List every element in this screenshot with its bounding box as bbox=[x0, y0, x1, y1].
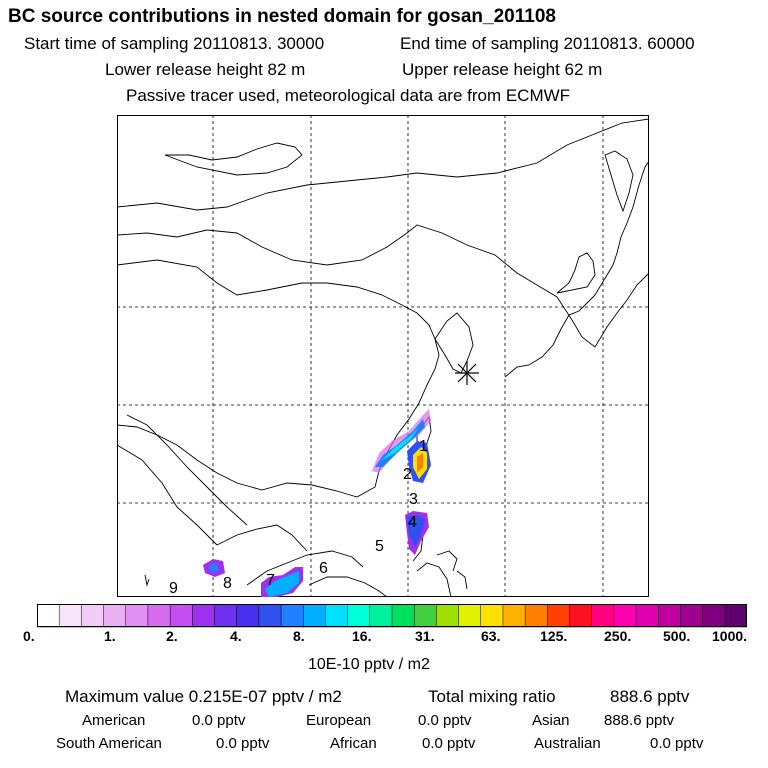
total-mixing-value: 888.6 pptv bbox=[610, 687, 690, 706]
colorbar-cell bbox=[458, 604, 482, 628]
colorbar-tick-7: 63. bbox=[481, 628, 501, 644]
colorbar-tick-6: 31. bbox=[415, 628, 435, 644]
tracer-note: Passive tracer used, meteorological data… bbox=[126, 86, 571, 105]
colorbar-tick-1: 1. bbox=[104, 628, 116, 644]
colorbar-cell bbox=[547, 604, 571, 628]
african-label: African bbox=[330, 735, 377, 752]
colorbar-cell bbox=[37, 604, 60, 628]
end-time: End time of sampling 20110813. 60000 bbox=[400, 34, 695, 53]
colorbar-tick-10: 500. bbox=[663, 628, 691, 644]
colorbar-cell bbox=[502, 604, 526, 628]
colorbar-cell bbox=[147, 604, 171, 628]
start-time: Start time of sampling 20110813. 30000 bbox=[24, 34, 325, 53]
map-panel: 1 2 3 4 5 6 7 8 9 bbox=[117, 115, 649, 597]
colorbar-cell bbox=[635, 604, 659, 628]
region-label-6: 6 bbox=[319, 560, 328, 577]
region-label-9: 9 bbox=[169, 580, 178, 597]
gosan-station-marker bbox=[455, 361, 479, 385]
region-label-3: 3 bbox=[409, 491, 418, 508]
colorbar-cell bbox=[724, 604, 747, 628]
colorbar-cell bbox=[192, 604, 216, 628]
region-label-4: 4 bbox=[408, 514, 417, 531]
colorbar-tick-8: 125. bbox=[540, 628, 568, 644]
lower-release-height: Lower release height 82 m bbox=[105, 60, 306, 79]
concentration-field bbox=[203, 409, 431, 597]
african-value: 0.0 pptv bbox=[422, 735, 476, 752]
colorbar bbox=[37, 604, 747, 628]
colorbar-cell bbox=[214, 604, 238, 628]
colorbar-tick-9: 250. bbox=[604, 628, 632, 644]
colorbar-tick-3: 4. bbox=[230, 628, 242, 644]
colorbar-cell bbox=[524, 604, 549, 628]
asian-label: Asian bbox=[532, 712, 570, 729]
colorbar-cell bbox=[103, 604, 127, 628]
colorbar-cell bbox=[680, 604, 704, 628]
plot-title: BC source contributions in nested domain… bbox=[8, 6, 556, 27]
max-value: Maximum value 0.215E-07 pptv / m2 bbox=[65, 687, 342, 706]
colorbar-cell bbox=[303, 604, 327, 628]
colorbar-cell bbox=[391, 604, 415, 628]
american-label: American bbox=[82, 712, 146, 729]
region-label-1: 1 bbox=[419, 438, 428, 455]
asian-value: 888.6 pptv bbox=[604, 712, 675, 729]
region-label-8: 8 bbox=[223, 575, 232, 592]
colorbar-cell bbox=[258, 604, 282, 628]
colorbar-cell bbox=[591, 604, 615, 628]
colorbar-tick-4: 8. bbox=[293, 628, 305, 644]
colorbar-cell bbox=[569, 604, 593, 628]
upper-release-height: Upper release height 62 m bbox=[402, 60, 603, 79]
colorbar-cell bbox=[81, 604, 105, 628]
colorbar-tick-2: 2. bbox=[166, 628, 178, 644]
colorbar-cell bbox=[413, 604, 438, 628]
colorbar-cell bbox=[436, 604, 460, 628]
european-value: 0.0 pptv bbox=[418, 712, 472, 729]
australian-label: Australian bbox=[534, 735, 601, 752]
colorbar-cell bbox=[480, 604, 504, 628]
american-value: 0.0 pptv bbox=[192, 712, 246, 729]
colorbar-cell bbox=[369, 604, 393, 628]
colorbar-cell bbox=[169, 604, 194, 628]
colorbar-tick-11: 1000. bbox=[712, 628, 748, 644]
total-mixing-label: Total mixing ratio bbox=[428, 687, 556, 706]
colorbar-cell bbox=[702, 604, 726, 628]
colorbar-cell bbox=[613, 604, 637, 628]
colorbar-cell bbox=[58, 604, 83, 628]
region-label-5: 5 bbox=[375, 538, 384, 555]
colorbar-cell bbox=[347, 604, 371, 628]
colorbar-cell bbox=[125, 604, 149, 628]
region-label-2: 2 bbox=[403, 466, 412, 483]
south-american-label: South American bbox=[56, 735, 162, 752]
south-american-value: 0.0 pptv bbox=[216, 735, 270, 752]
colorbar-cell bbox=[325, 604, 349, 628]
colorbar-tick-5: 16. bbox=[352, 628, 372, 644]
european-label: European bbox=[306, 712, 372, 729]
graticule bbox=[117, 115, 649, 597]
colorbar-cell bbox=[658, 604, 682, 628]
region-label-7: 7 bbox=[266, 572, 275, 589]
colorbar-cell bbox=[236, 604, 260, 628]
colorbar-units: 10E-10 pptv / m2 bbox=[308, 656, 430, 673]
colorbar-cell bbox=[280, 604, 304, 628]
colorbar-tick-0: 0. bbox=[23, 628, 35, 644]
australian-value: 0.0 pptv bbox=[650, 735, 704, 752]
